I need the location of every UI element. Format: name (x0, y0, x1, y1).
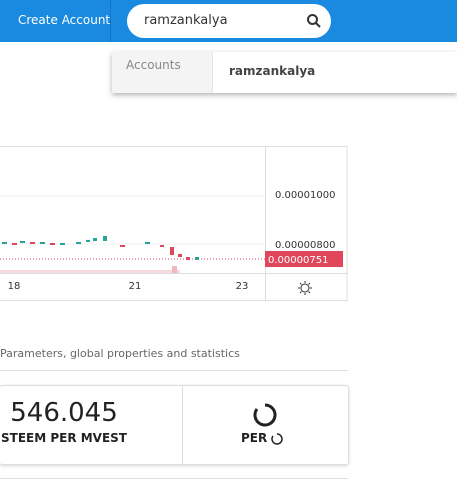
separator (110, 0, 111, 42)
search-result[interactable]: ramzankalya (229, 64, 316, 78)
search-icon[interactable] (306, 13, 322, 29)
loading-spinner (271, 433, 283, 445)
price-label: 0.00001000 (275, 190, 335, 201)
section-label: Accounts (126, 58, 181, 72)
separator (182, 386, 183, 464)
settings-icon[interactable] (298, 281, 312, 295)
search-box[interactable]: ramzankalya (127, 4, 331, 38)
date-label: 18 (8, 281, 21, 292)
search-dropdown: Accounts ramzankalya (112, 52, 457, 93)
stat-label: STEEM PER MVEST (0, 431, 127, 445)
date-label: 21 (129, 281, 142, 292)
create-account-link[interactable]: Create Account (18, 13, 111, 27)
stat-value: 546.045 (10, 398, 118, 428)
divider (0, 370, 348, 371)
divider (0, 478, 348, 479)
price-chart: 0.00001000 0.00000800 0.00000751 18 21 23 (0, 146, 348, 301)
top-bar: Create Account ramzankalya (0, 0, 457, 42)
stat-label: PER (241, 431, 268, 445)
stats-card: 546.045 STEEM PER MVEST PER (0, 385, 349, 465)
loading-spinner (253, 403, 277, 427)
date-label: 23 (236, 281, 249, 292)
search-query[interactable]: ramzankalya (144, 13, 228, 28)
price-label: 0.00000800 (275, 240, 335, 251)
current-price: 0.00000751 (268, 255, 328, 266)
dropdown-section: Accounts (112, 52, 213, 93)
section-title: Parameters, global properties and statis… (0, 347, 240, 360)
